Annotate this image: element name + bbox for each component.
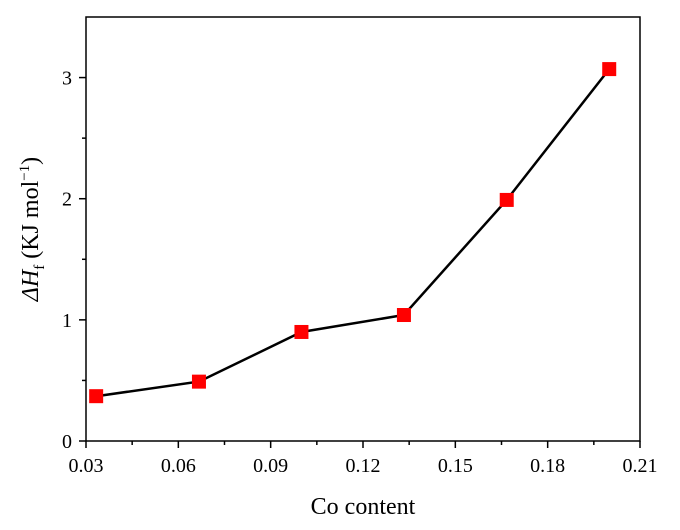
- data-point-marker: [191, 374, 206, 389]
- x-axis-title: Co content: [311, 494, 416, 520]
- data-point-marker: [294, 324, 309, 339]
- data-point-marker: [89, 389, 104, 404]
- x-tick-label: 0.18: [530, 455, 565, 477]
- x-tick-label: 0.12: [346, 455, 381, 477]
- series-line: [96, 68, 611, 398]
- y-tick-label: 0: [62, 431, 72, 453]
- x-tick-label: 0.15: [438, 455, 473, 477]
- plot-frame: [85, 16, 641, 442]
- y-axis-title-units-close: ): [18, 157, 44, 165]
- y-axis-title-units: (KJ mol: [18, 180, 44, 264]
- x-tick-label: 0.03: [69, 455, 104, 477]
- y-tick-label: 3: [62, 68, 72, 90]
- y-tick-label: 1: [62, 310, 72, 332]
- y-axis-title-subscript: f: [32, 265, 48, 270]
- y-axis-title-symbol: ΔH: [18, 268, 44, 302]
- data-point-marker: [499, 192, 514, 207]
- data-point-marker: [602, 62, 617, 77]
- x-tick-label: 0.09: [253, 455, 288, 477]
- y-tick-label: 2: [62, 189, 72, 211]
- series-markers: [89, 62, 617, 404]
- y-axis-title-units-exponent: −1: [17, 165, 33, 181]
- x-tick-label: 0.06: [161, 455, 196, 477]
- y-axis-title: ΔHf (KJ mol−1): [17, 157, 48, 302]
- data-point-marker: [396, 308, 411, 323]
- axis-ticks: [79, 76, 641, 448]
- x-tick-label: 0.21: [623, 455, 658, 477]
- axis-tick-labels: 0.03 0.06 0.09 0.12 0.15 0.18 0.21 0 1 2 3: [62, 68, 658, 477]
